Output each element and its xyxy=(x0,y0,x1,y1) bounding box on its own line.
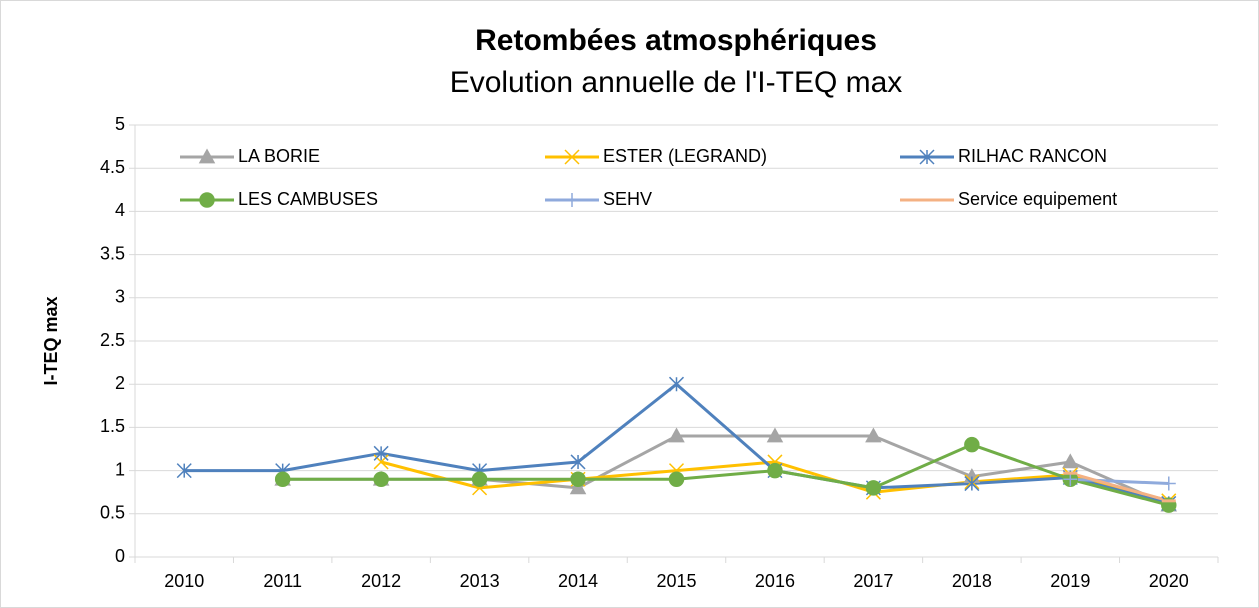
x-tick-label: 2015 xyxy=(656,571,696,591)
x-tick-label: 2014 xyxy=(558,571,598,591)
x-tick-label: 2018 xyxy=(952,571,992,591)
y-tick-label: 3 xyxy=(115,287,125,307)
x-tick-label: 2016 xyxy=(755,571,795,591)
series-line xyxy=(1069,471,1170,503)
marker xyxy=(1062,453,1079,469)
x-tick-label: 2012 xyxy=(361,571,401,591)
marker xyxy=(569,479,587,495)
marker xyxy=(274,471,291,487)
marker xyxy=(964,476,980,492)
marker xyxy=(198,148,216,164)
y-axis-label: I-TEQ max xyxy=(41,296,61,385)
y-tick-label: 4.5 xyxy=(100,157,125,177)
y-tick-label: 3.5 xyxy=(100,243,125,263)
y-tick-label: 0 xyxy=(115,546,125,566)
marker xyxy=(564,149,580,165)
x-tick-label: 2017 xyxy=(853,571,893,591)
marker xyxy=(668,471,685,487)
marker xyxy=(1161,476,1176,491)
legend-label: LES CAMBUSES xyxy=(238,189,378,209)
y-tick-label: 4 xyxy=(115,200,125,220)
marker xyxy=(668,376,685,392)
marker xyxy=(570,471,586,487)
legend-label: ESTER (LEGRAND) xyxy=(603,146,767,166)
chart-subtitle: Evolution annuelle de l'I-TEQ max xyxy=(450,66,903,99)
marker xyxy=(373,471,389,487)
x-tick-label: 2011 xyxy=(263,571,302,591)
legend-label: RILHAC RANCON xyxy=(958,146,1107,166)
legend-label: SEHV xyxy=(603,189,652,209)
y-tick-label: 1.5 xyxy=(100,416,125,436)
y-tick-label: 5 xyxy=(115,114,125,134)
x-tick-label: 2013 xyxy=(460,571,500,591)
marker xyxy=(565,193,579,207)
y-tick-label: 0.5 xyxy=(100,503,125,523)
marker xyxy=(865,480,882,496)
marker xyxy=(668,427,685,443)
marker xyxy=(766,427,784,443)
marker xyxy=(570,454,586,470)
marker xyxy=(176,463,192,479)
chart-title: Retombées atmosphériques xyxy=(475,24,877,57)
marker xyxy=(919,149,935,165)
y-tick-label: 2 xyxy=(115,373,125,393)
x-tick-label: 2010 xyxy=(164,571,204,591)
x-tick-label: 2019 xyxy=(1050,571,1090,591)
legend-label: LA BORIE xyxy=(238,146,320,166)
marker xyxy=(199,192,215,208)
marker xyxy=(865,427,882,443)
x-tick-label: 2020 xyxy=(1149,571,1189,591)
marker xyxy=(767,462,783,479)
marker xyxy=(471,471,488,487)
series-line xyxy=(282,443,1170,507)
marker xyxy=(373,445,389,461)
y-tick-label: 1 xyxy=(115,459,125,479)
y-tick-label: 2.5 xyxy=(100,330,125,350)
legend-label: Service equipement xyxy=(958,189,1117,209)
series-line xyxy=(1070,477,1169,486)
marker xyxy=(964,436,980,453)
